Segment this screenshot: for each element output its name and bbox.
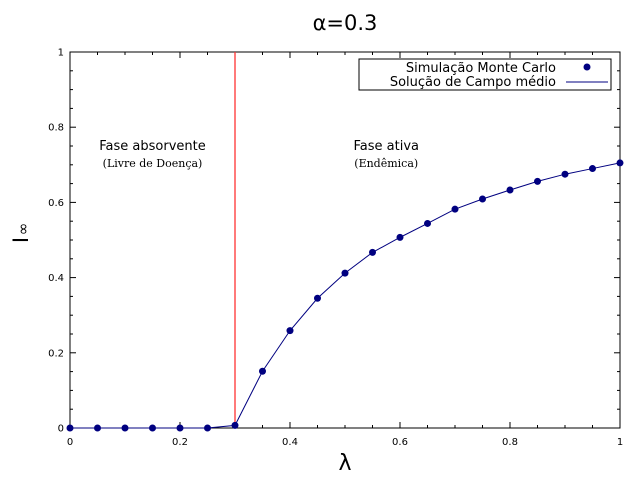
y-tick-label: 0 [58,424,64,435]
legend-box [358,58,612,91]
data-point-monte-carlo [66,424,74,432]
y-tick-label: 0.2 [48,348,64,359]
y-tick-label: 0.8 [48,123,64,134]
phase-annotations: Fase absorvente (Livre de Doença) Fase ati… [99,139,419,170]
axis-ticks [69,51,621,429]
data-point-monte-carlo [259,367,266,375]
data-point-monte-carlo [589,165,596,173]
data-point-monte-carlo [369,248,376,256]
chart-title: α=0.3 [313,11,378,35]
y-axis-label-main: I [9,237,33,243]
x-tick-label: 1 [617,437,623,448]
data-point-monte-carlo [396,233,404,241]
x-axis-label: λ [338,451,351,476]
y-axis-label-subscript: ∞ [14,223,32,236]
legend-marker-monte-carlo [583,63,591,71]
phase-annotation: (Livre de Doença) [103,157,203,170]
data-point-monte-carlo [231,421,239,429]
phase-annotation: Fase absorvente [99,139,205,154]
y-tick-label: 0.6 [48,198,64,209]
data-point-monte-carlo [479,195,486,203]
plot-frame [69,51,621,429]
phase-annotation: (Endêmica) [354,157,418,170]
series-line-campo-medio [70,162,621,429]
phase-annotation: Fase ativa [354,139,420,154]
data-point-monte-carlo [204,424,211,432]
y-axis-label: I ∞ [9,223,33,243]
legend: Simulação Monte Carlo Solução de Campo m… [358,58,612,91]
series-points-monte-carlo [66,159,624,432]
data-point-monte-carlo [424,219,431,227]
data-point-monte-carlo [94,424,101,432]
data-point-monte-carlo [506,186,514,194]
data-point-monte-carlo [534,177,541,185]
x-tick-label: 0 [67,437,73,448]
data-point-monte-carlo [286,327,294,335]
legend-label-campo-medio: Solução de Campo médio [390,75,556,90]
legend-label-monte-carlo: Simulação Monte Carlo [406,61,556,76]
axis-tick-labels: 0 0.2 0.4 0.6 0.8 1 0 0.2 0.4 0.6 0.8 1 [48,48,623,449]
x-tick-label: 0.4 [282,437,298,448]
data-point-monte-carlo [121,424,129,432]
y-tick-label: 0.4 [48,273,64,284]
data-point-monte-carlo [314,294,321,302]
x-tick-label: 0.8 [502,437,518,448]
data-point-monte-carlo [341,269,349,277]
y-tick-label: 1 [58,48,64,59]
data-point-monte-carlo [176,424,184,432]
data-point-monte-carlo [149,424,156,432]
x-tick-label: 0.6 [392,437,408,448]
data-point-monte-carlo [451,205,459,213]
data-point-monte-carlo [616,159,624,167]
x-tick-label: 0.2 [172,437,188,448]
data-point-monte-carlo [561,170,569,178]
